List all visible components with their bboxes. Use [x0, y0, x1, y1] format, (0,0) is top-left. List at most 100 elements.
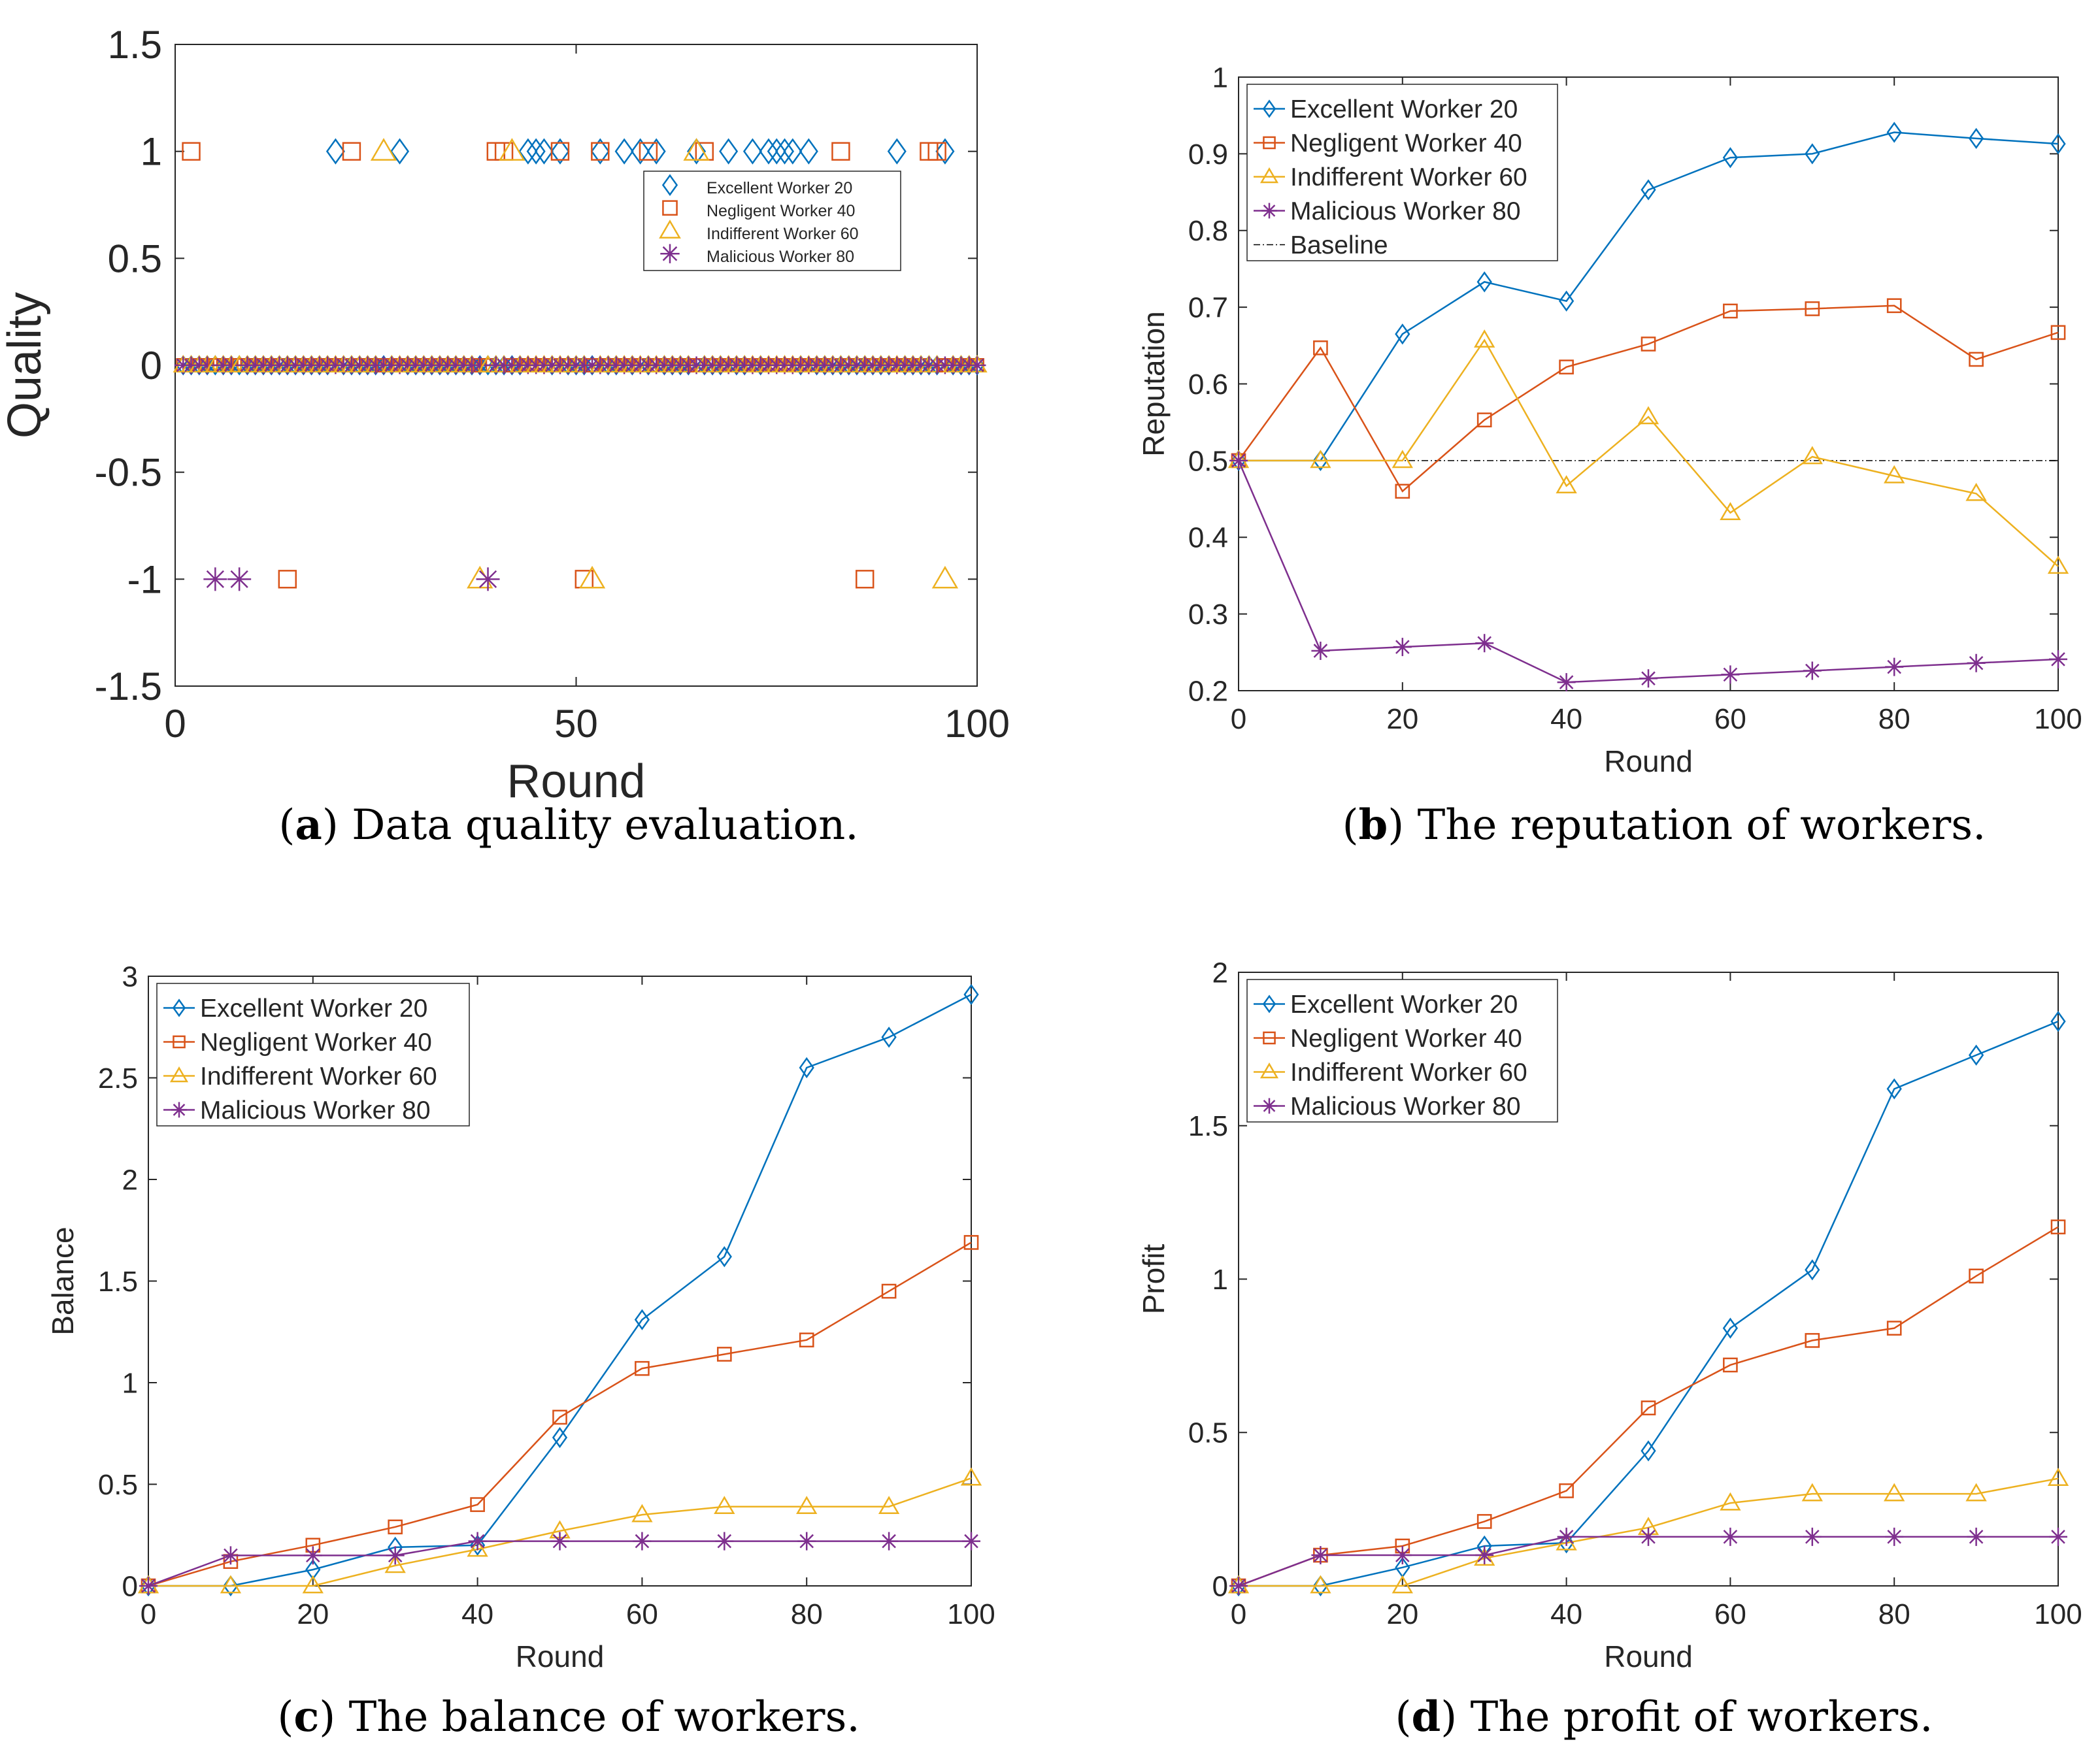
y-tick-label: 0.5	[98, 1469, 138, 1501]
legend-box	[1246, 84, 1558, 261]
quality-point-excellent	[614, 138, 634, 165]
y-tick-label: 0	[1212, 1570, 1228, 1602]
quality-point-indifferent	[370, 138, 397, 161]
quality-point-excellent	[631, 138, 650, 165]
data-point-malicious	[1475, 1546, 1494, 1565]
y-axis-label: Balance	[46, 1226, 80, 1335]
chart-data-quality: 0 50 100 -1.5 -1 -0.5 0 0.5 1 1.5 Round Quality Exce…	[0, 23, 1010, 808]
quality-point-negligent	[927, 142, 946, 161]
legend-box	[643, 171, 901, 271]
data-point-excellent	[1886, 1078, 1902, 1100]
caption-c-letter: c	[293, 1692, 320, 1741]
data-point-negligent	[388, 1519, 403, 1535]
y-tick-label: 1.5	[1188, 1110, 1228, 1142]
caption-c: (c) The balance of workers.	[277, 1692, 860, 1741]
quality-point-excellent	[742, 138, 762, 165]
data-point-negligent	[1723, 303, 1738, 319]
data-point-excellent	[552, 1426, 568, 1449]
data-point-excellent	[1968, 127, 1984, 150]
data-point-indifferent	[467, 1538, 488, 1557]
quality-point-malicious	[476, 567, 500, 591]
legend-label: Excellent Worker 20	[1290, 991, 1518, 1019]
chart-reputation: 0 20 40 60 80 100 0.2 0.3 0.4 0.5 0.6 0.7 0.8 0.9 1 Rou…	[1137, 61, 2082, 778]
legend-label: Negligent Worker 40	[1290, 1025, 1522, 1053]
legend-marker	[172, 998, 186, 1017]
y-tick-label: 1	[122, 1367, 138, 1399]
data-point-malicious	[1557, 1527, 1576, 1546]
zero-quality-point	[968, 356, 986, 374]
quality-point-malicious	[227, 567, 252, 591]
quality-point-excellent	[719, 138, 739, 165]
legend-label: Indifferent Worker 60	[707, 225, 859, 243]
data-point-negligent	[1805, 301, 1820, 316]
data-point-malicious	[221, 1546, 240, 1565]
data-point-excellent	[2050, 133, 2066, 155]
legend-box	[156, 983, 470, 1127]
quality-point-excellent	[526, 138, 546, 165]
data-point-malicious	[1721, 1527, 1740, 1546]
data-point-negligent	[1886, 298, 1902, 314]
data-point-indifferent	[1310, 1575, 1331, 1594]
legend-label: Indifferent Worker 60	[1290, 163, 1527, 191]
legend-label: Baseline	[1290, 231, 1388, 259]
legend-marker	[659, 220, 681, 239]
data-point-indifferent	[220, 1575, 242, 1594]
caption-d-text: The profit of workers.	[1470, 1693, 1933, 1741]
data-point-negligent	[1886, 1321, 1902, 1336]
data-point-excellent	[634, 1309, 650, 1330]
y-tick-label: 0.3	[1188, 599, 1228, 631]
legend-label: Excellent Worker 20	[1290, 95, 1518, 123]
quality-point-negligent	[550, 142, 570, 161]
data-point-excellent	[1476, 271, 1492, 293]
data-point-excellent	[799, 1057, 814, 1079]
y-tick-label: 0	[141, 344, 162, 387]
y-tick-label: 0.7	[1188, 292, 1228, 324]
x-tick-label: 60	[1714, 1598, 1746, 1630]
data-point-malicious	[1311, 1546, 1330, 1565]
data-point-malicious	[386, 1546, 405, 1565]
legend-marker	[1259, 1062, 1279, 1079]
x-tick-label: 20	[1386, 1598, 1418, 1630]
quality-point-excellent	[767, 138, 786, 165]
data-point-malicious	[1803, 1527, 1822, 1546]
data-point-malicious	[1967, 653, 1986, 672]
legend-label: Malicious Worker 80	[1290, 1093, 1521, 1121]
caption-d: (d) The profit of workers.	[1395, 1692, 1933, 1741]
legend-marker	[1261, 1098, 1277, 1114]
y-tick-label: 1	[1212, 1264, 1228, 1296]
x-tick-label: 80	[791, 1598, 823, 1630]
quality-point-excellent	[799, 138, 818, 165]
data-point-malicious	[1229, 1577, 1248, 1595]
y-tick-label: 0.5	[108, 237, 162, 280]
legend-label: Excellent Worker 20	[707, 179, 852, 197]
y-tick-label: -1	[127, 557, 162, 601]
x-tick-label: 0	[164, 702, 186, 746]
x-tick-label: 20	[1386, 703, 1418, 735]
quality-point-indifferent	[578, 565, 606, 589]
data-point-negligent	[1476, 1514, 1492, 1529]
legend-marker	[1259, 167, 1279, 184]
data-point-excellent	[1722, 1317, 1739, 1339]
data-point-excellent	[963, 983, 979, 1006]
data-point-malicious	[139, 1577, 158, 1595]
quality-point-excellent	[550, 138, 570, 165]
data-point-indifferent	[1392, 1575, 1413, 1594]
quality-point-excellent	[646, 138, 666, 165]
legend: Excellent Worker 20 Negligent Worker 40 In…	[643, 171, 901, 271]
quality-point-excellent	[390, 138, 410, 165]
data-point-indifferent	[1392, 450, 1413, 469]
data-point-indifferent	[1801, 1483, 1823, 1502]
data-point-indifferent	[1474, 1547, 1495, 1566]
caption-b-letter: b	[1358, 800, 1388, 849]
x-tick-label: 0	[1231, 1598, 1246, 1630]
data-point-malicious	[797, 1532, 816, 1551]
quality-point-indifferent	[499, 138, 525, 161]
y-tick-label: 0.2	[1188, 675, 1228, 707]
x-axis-label: Round	[516, 1639, 605, 1673]
legend-marker	[1263, 1031, 1276, 1045]
data-point-negligent	[2050, 1219, 2066, 1235]
data-point-excellent	[2050, 1010, 2066, 1032]
series-line-indifferent	[1239, 338, 2059, 567]
data-point-excellent	[1886, 122, 1902, 143]
